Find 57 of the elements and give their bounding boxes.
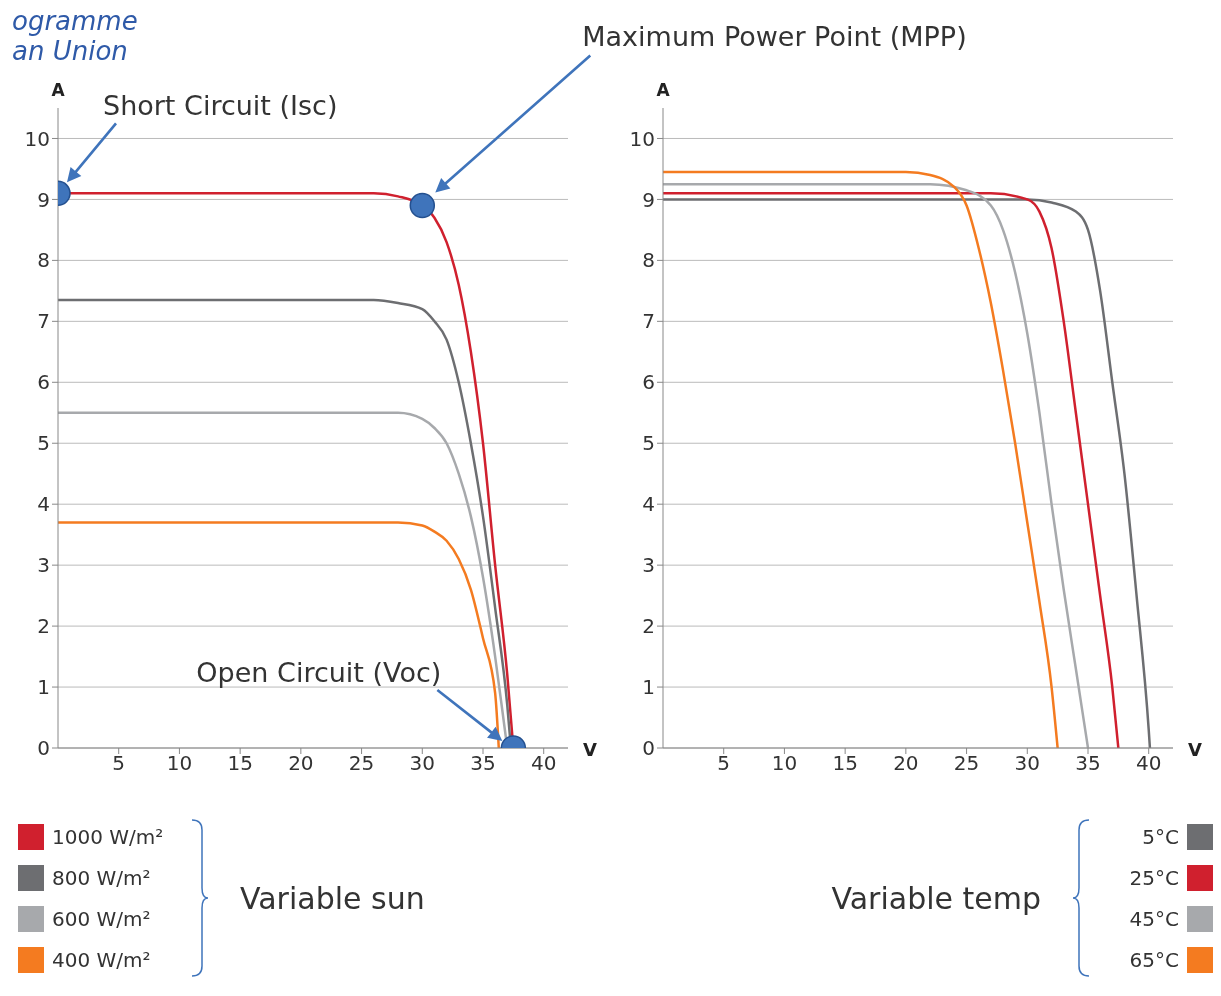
y-tick-label: 3	[642, 553, 655, 578]
legend-label: 65°C	[1128, 947, 1179, 972]
y-tick-label: 8	[642, 248, 655, 273]
legend-label: 600 W/m²	[52, 906, 152, 931]
legend-label: 45°C	[1128, 906, 1179, 931]
x-tick-label: 10	[771, 751, 798, 776]
x-axis-title: V	[1188, 739, 1203, 760]
y-tick-label: 0	[642, 736, 655, 761]
legend-title: Variable temp	[831, 880, 1041, 916]
y-tick-label: 4	[642, 492, 655, 517]
y-tick-label: 1	[37, 675, 50, 700]
legend-label: 400 W/m²	[52, 947, 152, 972]
x-tick-label: 15	[227, 751, 253, 776]
y-tick-label: 9	[642, 187, 655, 212]
text: ogramme	[12, 6, 138, 36]
x-tick-label: 30	[409, 751, 436, 776]
y-tick-label: 10	[629, 126, 655, 151]
y-axis-title: A	[656, 80, 671, 100]
annotation: Open Circuit (Voc)	[196, 657, 442, 688]
legend-label: 1000 W/m²	[52, 824, 165, 849]
legend-label: 800 W/m²	[52, 865, 152, 890]
y-tick-label: 6	[642, 370, 655, 395]
y-tick-label: 4	[37, 492, 50, 517]
x-tick-label: 35	[1075, 751, 1101, 776]
x-tick-label: 20	[893, 751, 919, 776]
y-tick-label: 3	[37, 553, 50, 578]
y-tick-label: 5	[642, 431, 655, 456]
y-tick-label: 5	[37, 431, 50, 456]
x-axis-title: V	[583, 739, 598, 760]
x-tick-label: 5	[112, 751, 126, 776]
y-axis-title: A	[51, 80, 66, 100]
legend-label: 25°C	[1128, 865, 1179, 890]
x-tick-label: 10	[166, 751, 193, 776]
y-tick-label: 8	[37, 248, 50, 273]
y-tick-label: 7	[37, 309, 50, 334]
legend-title: Variable sun	[240, 880, 425, 916]
y-tick-label: 7	[642, 309, 655, 334]
text: an Union	[12, 36, 128, 66]
x-tick-label: 40	[530, 751, 557, 776]
y-tick-label: 9	[37, 187, 50, 212]
text: Maximum Power Point (MPP)	[582, 20, 967, 52]
x-tick-label: 25	[953, 751, 980, 776]
y-tick-label: 2	[642, 614, 655, 639]
legend-label: 5°C	[1141, 824, 1179, 849]
x-tick-label: 40	[1135, 751, 1162, 776]
x-tick-label: 35	[470, 751, 496, 776]
y-tick-label: 10	[24, 126, 50, 151]
y-tick-label: 1	[642, 675, 655, 700]
y-tick-label: 2	[37, 614, 50, 639]
y-tick-label: 0	[37, 736, 50, 761]
x-tick-label: 20	[288, 751, 314, 776]
annotation: Short Circuit (Isc)	[103, 90, 338, 122]
y-tick-label: 6	[37, 370, 50, 395]
x-tick-label: 15	[832, 751, 858, 776]
x-tick-label: 30	[1014, 751, 1041, 776]
x-tick-label: 5	[717, 751, 731, 776]
x-tick-label: 25	[348, 751, 375, 776]
